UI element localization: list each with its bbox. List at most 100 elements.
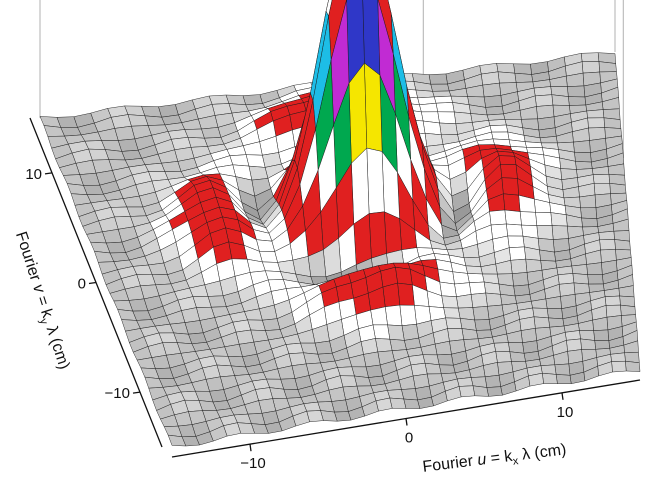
surface-cell [372,324,391,340]
surface-cell [514,72,534,83]
surface-cell [546,308,564,320]
tick-marks: −10 0 10 −10 0 10 [25,166,573,472]
surface-cell [605,304,622,318]
surface-cell [610,352,626,362]
plot-box-lines [39,0,624,158]
surface-cell [520,328,537,343]
surface-cell [453,111,473,124]
surface-cell [587,117,605,129]
surface-cell [436,353,454,366]
surface-cell [566,338,582,352]
surface-cell [441,295,459,309]
surface-cell [592,174,610,184]
surface-mesh [39,0,641,447]
surface-cell [493,342,511,352]
surface-cell [581,61,600,74]
surface-cell [536,225,554,240]
surface-cell [389,338,407,351]
surface-cell [187,137,208,148]
surface-cell [534,94,554,107]
surface-cell [470,292,488,308]
surface-cell [604,295,621,306]
surface-cell [506,223,524,237]
surface-cell [439,281,457,297]
surface-cell [483,281,501,295]
surface-cell [401,323,419,341]
surface-cell [510,258,528,274]
surface-cell [314,340,333,355]
surface-cell [533,86,553,97]
surface-cell [609,183,627,194]
surface-cell [433,95,453,104]
surface-cell [580,338,596,350]
surface-cell [472,385,489,397]
surface-cell [535,212,553,226]
surface-cell [469,281,486,295]
surface-cell [497,71,517,84]
surface-cell [484,374,501,388]
surface-cell [428,73,448,85]
surface-cell [488,119,507,126]
surface-cell [491,131,510,141]
surface-cell [375,338,393,353]
surface-cell [620,304,636,316]
x-axis-label: Fourier u = kx λ (cm) [422,441,568,478]
surface-cell [248,165,269,181]
surface-cell [435,102,455,113]
surface-cell [586,262,603,275]
surface-cell [611,360,627,373]
surface-cell [567,85,586,98]
surface-cell [458,385,476,398]
surface-cell [424,362,442,375]
surface-cell [410,362,428,377]
surface-cell [364,62,383,152]
surface-cell [430,83,450,92]
surface-cell [593,183,611,196]
surface-cell [500,164,518,179]
surface-cell [485,292,503,307]
surface-cell [456,294,474,309]
surface-cell [564,330,581,341]
surface-cell [500,294,517,306]
surface-cell [439,122,458,136]
surface-cell [457,307,475,321]
surface-cell [519,211,538,226]
surface-cell [452,271,470,285]
surface-cell [555,374,572,384]
surface-cell [482,82,502,98]
surface-cell [503,193,521,212]
surface-cell [580,52,600,62]
surface-cell [424,132,444,147]
surface-cell [397,282,415,306]
surface-cell [532,307,549,319]
y-tick-mark [88,281,97,285]
surface-cell [557,273,575,285]
surface-cell [501,177,519,196]
y-tick-label: 0 [78,276,86,293]
surface-cell [437,111,457,124]
surface-cell [489,124,508,133]
surface-cell [511,272,529,287]
surface-cell [438,364,456,375]
y-tick-mark [44,172,53,175]
surface-cell [593,329,610,341]
surface-cell [419,102,438,113]
surface-cell [403,398,421,409]
surface-cell [507,235,525,248]
surface-cell [485,105,504,116]
surface-cell [368,211,387,259]
surface-cell [551,225,569,240]
surface-cell [401,388,418,401]
surface-cell [483,95,503,108]
surface-cell [354,375,372,387]
surface-cell [63,174,84,186]
surface-cell [389,397,407,409]
surface-cell [480,71,500,86]
surface-cell [384,304,403,326]
surface-cell [422,120,442,136]
surface-cell [495,351,512,363]
surface-cell [489,209,507,226]
surface-cell [363,351,381,368]
